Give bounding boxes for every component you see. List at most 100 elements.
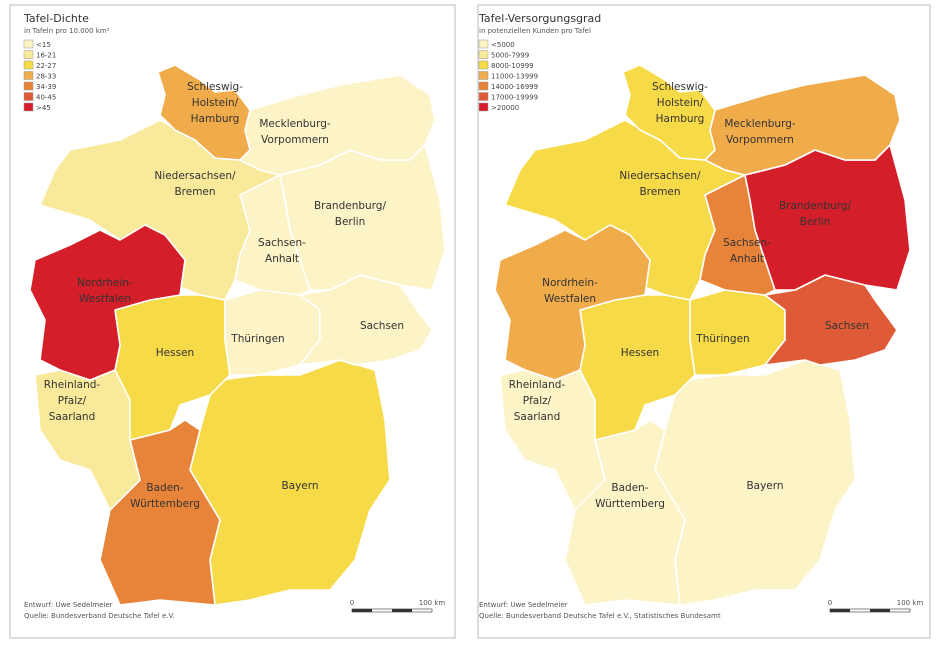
scale-bar-frame — [829, 608, 911, 613]
region — [239, 74, 436, 176]
region-label: Bremen — [174, 186, 215, 198]
region-label: Anhalt — [730, 253, 764, 265]
region-label: Holstein/ — [657, 97, 704, 109]
region-label: Baden- — [146, 482, 183, 494]
legend-label: 8000-10999 — [491, 62, 534, 70]
region-label: Vorpommern — [726, 134, 794, 146]
region — [564, 419, 686, 606]
region-label: Rheinland- — [509, 379, 566, 391]
legend-label: >20000 — [491, 104, 519, 112]
legend-swatch — [478, 50, 489, 59]
legend-subtitle: in Tafeln pro 10.000 km² — [24, 27, 110, 35]
legend-label: 28-33 — [36, 73, 56, 81]
credit: Quelle: Bundesverband Deutsche Tafel e.V… — [24, 612, 175, 620]
region — [114, 294, 231, 441]
region-label: Niedersachsen/ — [154, 170, 236, 182]
region-label: Sachsen- — [258, 237, 306, 249]
credit: Entwurf: Uwe Sedelmeier — [24, 601, 113, 609]
legend-swatch — [23, 50, 34, 59]
region-label: Brandenburg/ — [314, 200, 387, 212]
region — [622, 64, 716, 161]
scale-bar — [372, 609, 392, 612]
map: Schleswig- Holstein/Hamburg Mecklenburg- Vo… — [478, 12, 923, 620]
region-label: Thüringen — [695, 333, 749, 345]
legend-label: 11000-13999 — [491, 73, 538, 81]
legend-label: 34-39 — [36, 83, 56, 91]
region-label: Brandenburg/ — [779, 200, 852, 212]
legend-label: 5000-7999 — [491, 52, 529, 60]
region-label: Saarland — [514, 411, 561, 423]
region-label: Württemberg — [595, 498, 665, 510]
scale-bar — [850, 609, 870, 612]
region-label: Bremen — [639, 186, 680, 198]
region-label: Sachsen- — [723, 237, 771, 249]
legend-label: >45 — [36, 104, 51, 112]
region-label: Hessen — [156, 347, 194, 359]
region-label: Berlin — [335, 216, 365, 228]
legend-swatch — [478, 81, 489, 91]
region-label: Mecklenburg- — [724, 118, 796, 130]
region-label: Westfalen — [544, 293, 596, 305]
region — [579, 294, 696, 441]
region-label: Anhalt — [265, 253, 299, 265]
map: Schleswig- Holstein/Hamburg Mecklenburg- Vo… — [23, 12, 446, 620]
legend-swatch — [23, 71, 34, 80]
legend-swatch — [23, 102, 34, 112]
legend-swatch — [23, 81, 34, 91]
scale-bar-frame — [351, 608, 433, 613]
region — [29, 224, 186, 381]
legend-label: 40-45 — [36, 94, 56, 102]
region — [157, 64, 251, 161]
region-label: Westfalen — [79, 293, 131, 305]
credit: Entwurf: Uwe Sedelmeier — [479, 601, 568, 609]
region-label: Baden- — [611, 482, 648, 494]
scale-label: 100 km — [897, 599, 924, 607]
legend-label: <5000 — [491, 41, 515, 49]
legend-swatch — [478, 71, 489, 80]
region — [494, 224, 651, 381]
region-label: Vorpommern — [261, 134, 329, 146]
region-label: Mecklenburg- — [259, 118, 331, 130]
legend-title: Tafel-Dichte — [23, 12, 89, 25]
region-label: Hessen — [621, 347, 659, 359]
region — [704, 74, 901, 176]
region-label: Sachsen — [825, 320, 869, 332]
legend-swatch — [478, 92, 489, 101]
region-label: Schleswig- — [652, 81, 708, 93]
legend-label: 16-21 — [36, 52, 56, 60]
legend-label: 22-27 — [36, 62, 56, 70]
region-label: Hamburg — [656, 113, 705, 125]
region-label: Nordrhein- — [542, 277, 598, 289]
legend-title: Tafel-Versorgungsgrad — [478, 12, 601, 25]
region-label: Bayern — [281, 480, 318, 492]
legend-swatch — [478, 39, 489, 49]
legend-subtitle: in potenziellen Kunden pro Tafel — [479, 27, 591, 35]
region-label: Holstein/ — [192, 97, 239, 109]
region-label: Saarland — [49, 411, 96, 423]
region-label: Pfalz/ — [58, 395, 87, 407]
region-label: Nordrhein- — [77, 277, 133, 289]
region-label: Thüringen — [230, 333, 284, 345]
region-label: Württemberg — [130, 498, 200, 510]
region-label: Pfalz/ — [523, 395, 552, 407]
scale-label: 0 — [828, 599, 832, 607]
region-label: Rheinland- — [44, 379, 101, 391]
legend-label: 17000-19999 — [491, 94, 538, 102]
legend-swatch — [478, 102, 489, 112]
region-label: Schleswig- — [187, 81, 243, 93]
legend-label: 14000-16999 — [491, 83, 538, 91]
scale-label: 100 km — [419, 599, 446, 607]
scale-bar — [412, 609, 432, 612]
region — [99, 419, 221, 606]
legend-swatch — [23, 39, 34, 49]
region-label: Hamburg — [191, 113, 240, 125]
legend-label: <15 — [36, 41, 51, 49]
scale-label: 0 — [350, 599, 354, 607]
region-label: Niedersachsen/ — [619, 170, 701, 182]
legend-swatch — [23, 92, 34, 101]
region-label: Sachsen — [360, 320, 404, 332]
region-label: Bayern — [746, 480, 783, 492]
region-label: Berlin — [800, 216, 830, 228]
legend-swatch — [23, 60, 34, 70]
